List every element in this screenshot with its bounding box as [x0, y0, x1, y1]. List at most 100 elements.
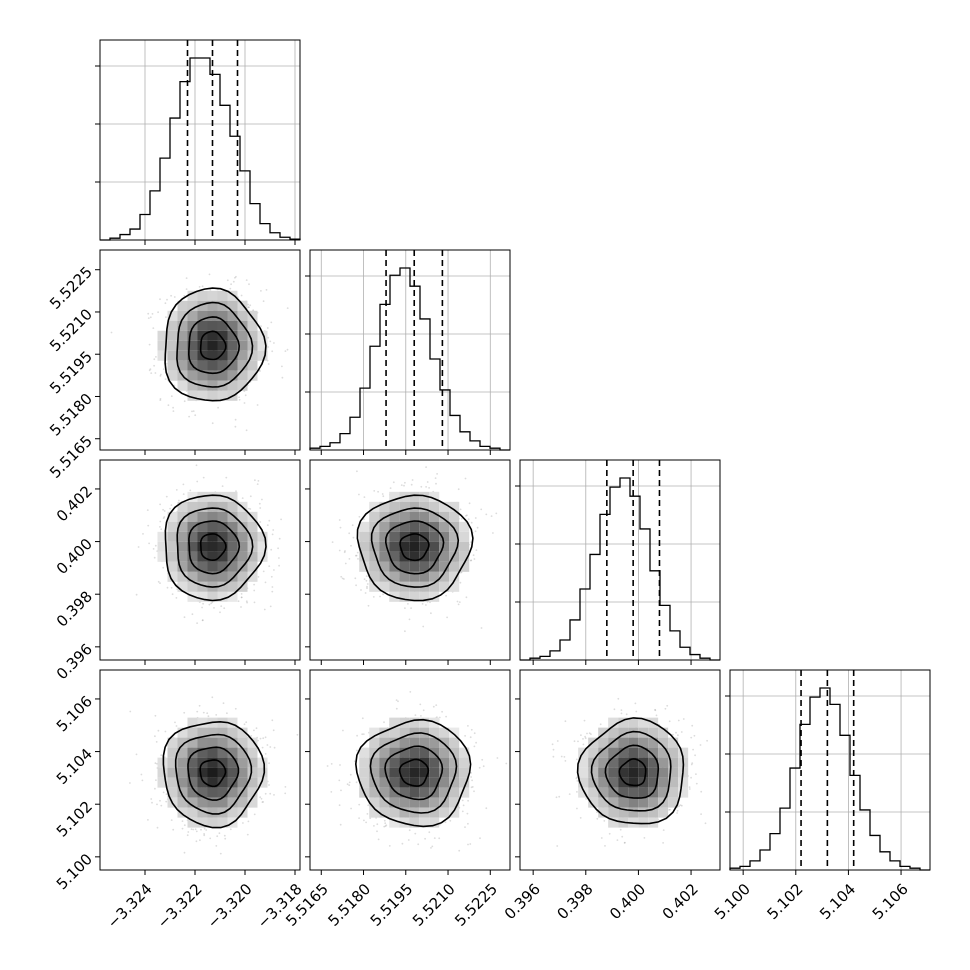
scatter-point: [271, 586, 274, 588]
density-cell: [237, 360, 248, 371]
scatter-point: [286, 307, 289, 309]
scatter-point: [215, 714, 218, 716]
scatter-point: [473, 790, 475, 793]
scatter-point: [241, 497, 244, 499]
density-cell: [419, 551, 430, 562]
scatter-point: [262, 737, 265, 740]
scatter-point: [421, 603, 424, 605]
density-cell: [227, 541, 238, 552]
scatter-point: [221, 485, 224, 487]
density-cell: [237, 370, 248, 381]
scatter-point: [211, 696, 214, 699]
scatter-panel-p3-p0: [95, 669, 301, 875]
density-cell: [369, 511, 380, 522]
density-cell: [257, 350, 268, 361]
scatter-point: [355, 554, 357, 557]
scatter-point: [202, 476, 205, 479]
scatter-point: [505, 762, 508, 765]
scatter-point: [154, 762, 157, 765]
scatter-point: [281, 376, 284, 379]
scatter-point: [373, 490, 376, 492]
scatter-point: [201, 619, 204, 622]
density-cell: [257, 541, 268, 552]
scatter-point: [326, 765, 329, 767]
scatter-point: [420, 485, 423, 488]
density-cell: [409, 521, 420, 532]
density-cell: [177, 380, 188, 391]
scatter-point: [273, 746, 276, 749]
scatter-point: [438, 837, 441, 840]
scatter-point: [166, 298, 168, 301]
scatter-point: [198, 286, 201, 288]
scatter-point: [182, 493, 185, 495]
density-cell: [409, 541, 420, 552]
density-cell: [257, 330, 268, 341]
scatter-point: [428, 831, 431, 834]
scatter-point: [404, 481, 406, 484]
scatter-point: [218, 832, 221, 835]
scatter-point: [480, 508, 483, 511]
density-cell: [217, 737, 228, 748]
scatter-point: [458, 601, 461, 603]
scatter-point: [404, 630, 406, 633]
scatter-point: [435, 482, 437, 485]
scatter-point: [267, 346, 269, 348]
scatter-point: [385, 824, 388, 827]
density-cell: [237, 340, 248, 351]
scatter-point: [383, 721, 385, 724]
density-cell: [227, 320, 238, 331]
scatter-point: [467, 725, 469, 727]
density-cell: [247, 370, 258, 381]
scatter-point: [356, 749, 358, 752]
scatter-point: [238, 396, 241, 399]
density-cell: [237, 737, 248, 748]
scatter-point: [170, 395, 173, 398]
scatter-point: [261, 498, 263, 501]
density-cell: [167, 521, 178, 532]
scatter-point: [467, 843, 469, 846]
scatter-point: [435, 704, 438, 706]
scatter-point: [260, 325, 262, 327]
scatter-point: [217, 406, 220, 409]
density-cell: [247, 571, 258, 582]
scatter-point: [237, 600, 240, 603]
density-cell: [449, 561, 460, 572]
scatter-point: [262, 570, 265, 573]
density-cell: [207, 591, 218, 602]
density-cell: [217, 290, 228, 301]
density-cell: [247, 767, 258, 778]
density-cell: [187, 561, 198, 572]
scatter-point: [383, 825, 386, 828]
scatter-point: [147, 524, 150, 527]
scatter-point: [165, 316, 167, 318]
density-cell: [247, 360, 258, 371]
scatter-point: [478, 766, 481, 769]
scatter-point: [266, 524, 269, 526]
density-cell: [227, 551, 238, 562]
scatter-point: [249, 508, 252, 510]
scatter-point: [348, 784, 351, 787]
scatter-point: [174, 721, 176, 724]
scatter-point: [401, 842, 404, 845]
scatter-point: [273, 342, 275, 344]
density-cell: [187, 350, 198, 361]
density-cell: [429, 531, 440, 542]
scatter-point: [496, 757, 499, 759]
scatter-point: [192, 828, 195, 831]
density-cell: [187, 521, 198, 532]
density-cell: [247, 310, 258, 321]
scatter-point: [157, 311, 160, 314]
scatter-point: [356, 551, 359, 554]
density-cell: [187, 310, 198, 321]
density-cell: [237, 551, 248, 562]
scatter-point: [149, 368, 152, 370]
density-cell: [459, 541, 470, 552]
scatter-point: [472, 554, 475, 557]
density-cell: [247, 561, 258, 572]
density-cell: [409, 561, 420, 572]
density-cell: [177, 360, 188, 371]
scatter-point: [157, 729, 160, 732]
density-cell: [197, 390, 208, 401]
scatter-point: [206, 712, 209, 715]
density-cell: [429, 501, 440, 512]
